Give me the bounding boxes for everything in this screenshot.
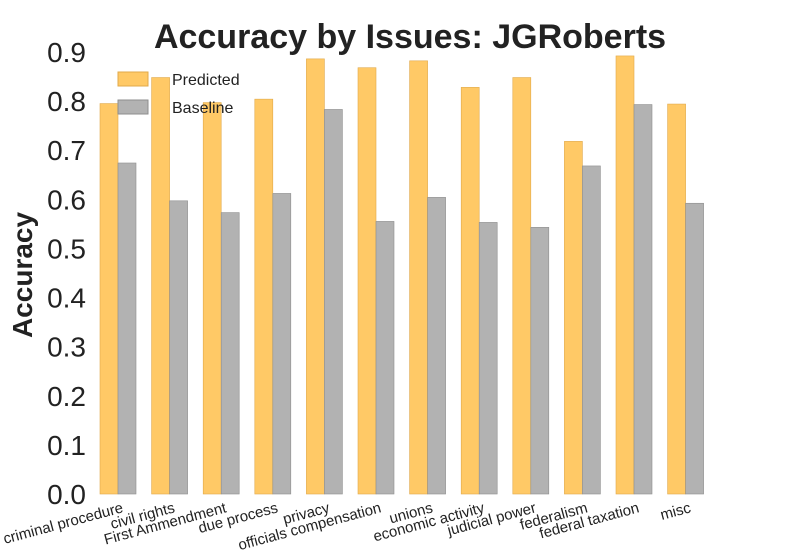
y-tick-label: 0.0 (47, 479, 86, 510)
legend-label-predicted: Predicted (172, 72, 240, 89)
bars (99, 55, 704, 495)
bar-baseline (427, 197, 446, 495)
x-tick-label: misc (658, 499, 693, 524)
bar-predicted (667, 103, 686, 495)
bar-baseline (169, 200, 188, 495)
y-axis-ticks: 0.0 0.1 0.2 0.3 0.4 0.5 0.6 0.7 0.8 0.9 (47, 37, 86, 510)
bar-predicted (99, 103, 119, 495)
y-tick-label: 0.2 (47, 381, 86, 412)
chart-title: Accuracy by Issues: JGRoberts (154, 18, 666, 56)
bar-predicted (357, 67, 377, 495)
y-tick-label: 0.1 (47, 430, 86, 461)
y-tick-label: 0.9 (47, 37, 86, 68)
bar-baseline (530, 227, 550, 495)
bar-baseline (375, 221, 395, 495)
legend-swatch-predicted (117, 71, 149, 87)
y-tick-label: 0.8 (47, 86, 86, 117)
legend-label-baseline: Baseline (172, 100, 233, 117)
bar-predicted (306, 58, 325, 495)
y-axis-label: Accuracy (7, 212, 38, 339)
legend-swatch-baseline (117, 99, 149, 115)
bar-predicted (202, 102, 222, 495)
y-tick-label: 0.6 (47, 184, 86, 215)
bar-predicted (151, 77, 170, 495)
bar-baseline (633, 104, 653, 495)
bar-predicted (615, 55, 635, 495)
bar-baseline (220, 212, 240, 495)
x-tick-label: federal taxation (538, 499, 641, 542)
bar-baseline (685, 202, 704, 495)
legend: Predicted Baseline (117, 71, 240, 117)
bar-baseline (324, 109, 343, 495)
bar-predicted (460, 87, 480, 495)
y-tick-label: 0.4 (47, 283, 86, 314)
bar-baseline (272, 193, 292, 495)
y-tick-label: 0.5 (47, 233, 86, 264)
bar-predicted (564, 141, 583, 495)
bar-predicted (409, 60, 428, 495)
bar-predicted (254, 98, 274, 495)
bar-predicted (512, 77, 532, 495)
bar-baseline (117, 162, 137, 495)
bar-baseline (478, 222, 498, 495)
y-tick-label: 0.3 (47, 332, 86, 363)
bar-baseline (582, 165, 601, 495)
y-tick-label: 0.7 (47, 135, 86, 166)
